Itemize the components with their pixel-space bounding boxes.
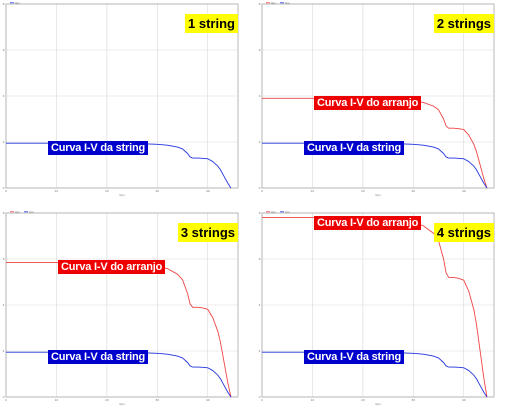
curve-label-string: Curva I-V da string <box>48 141 148 156</box>
chart-panel-1-string: 0 2 4 6 8 0 10 20 30 40 Vpv Ipv 1 string Curva I-V da… <box>0 0 256 208</box>
y-tick-label: 4 <box>259 303 261 307</box>
x-tick-label: 20 <box>361 398 365 402</box>
chart-panel-4-strings: 0 2 4 6 8 0 10 20 30 40 Vpv Ipv Ipv 4 strings Curva I-… <box>256 209 512 417</box>
y-tick-label: 0 <box>3 395 5 399</box>
y-tick-label: 4 <box>3 94 5 98</box>
y-tick-label: 8 <box>259 211 261 215</box>
x-tick-label: 10 <box>55 398 59 402</box>
x-tick-label: 30 <box>411 398 415 402</box>
x-tick-label: 30 <box>155 189 159 193</box>
legend-label: Ipv <box>15 210 20 214</box>
x-tick-label: 10 <box>55 189 59 193</box>
x-tick-label: 40 <box>462 398 466 402</box>
series-line-array <box>262 217 488 398</box>
y-tick-label: 8 <box>3 211 5 215</box>
legend-label: Ipv <box>271 210 276 214</box>
legend-label: Ipv <box>271 1 276 5</box>
x-axis-label: Vpv <box>119 193 125 197</box>
x-axis-label: Vpv <box>375 402 381 406</box>
curve-label-array: Curva I-V do arranjo <box>58 260 166 275</box>
x-tick-label: 0 <box>5 398 7 402</box>
y-tick-label: 2 <box>3 349 5 353</box>
legend-label: Ipv <box>285 210 290 214</box>
panel-title-badge: 1 string <box>185 14 238 33</box>
x-tick-label: 20 <box>105 398 109 402</box>
chart-panel-3-strings: 0 2 4 6 8 0 10 20 30 40 Vpv Ipv Ipv 3 strings Curva I-… <box>0 209 256 417</box>
legend-label: Ipv <box>29 210 34 214</box>
y-tick-label: 2 <box>3 140 5 144</box>
curve-label-array: Curva I-V do arranjo <box>314 96 422 111</box>
y-tick-label: 8 <box>3 2 5 6</box>
y-tick-label: 6 <box>3 257 5 261</box>
x-tick-label: 30 <box>411 189 415 193</box>
curve-label-string: Curva I-V da string <box>304 350 404 365</box>
plot-frame <box>261 3 495 189</box>
x-tick-label: 20 <box>361 189 365 193</box>
plot-frame <box>261 212 495 398</box>
x-tick-label: 0 <box>261 189 263 193</box>
x-tick-label: 0 <box>261 398 263 402</box>
y-tick-label: 6 <box>3 48 5 52</box>
legend-label: Ipv <box>285 1 290 5</box>
y-tick-label: 4 <box>259 94 261 98</box>
y-tick-label: 2 <box>259 349 261 353</box>
curve-label-array: Curva I-V do arranjo <box>314 215 422 230</box>
y-tick-label: 0 <box>259 186 261 190</box>
x-tick-label: 20 <box>105 189 109 193</box>
y-tick-label: 2 <box>259 140 261 144</box>
panel-title-badge: 3 strings <box>177 223 238 242</box>
legend-label: Ipv <box>15 1 20 5</box>
curve-label-string: Curva I-V da string <box>48 350 148 365</box>
y-tick-label: 6 <box>259 257 261 261</box>
y-tick-label: 4 <box>3 303 5 307</box>
x-tick-label: 40 <box>206 398 210 402</box>
y-tick-label: 6 <box>259 48 261 52</box>
chart-panel-2-strings: 0 2 4 6 8 0 10 20 30 40 Vpv Ipv Ipv 2 strings Curva I-… <box>256 0 512 208</box>
x-tick-label: 40 <box>206 189 210 193</box>
x-tick-label: 10 <box>311 398 315 402</box>
x-axis-label: Vpv <box>375 193 381 197</box>
curve-label-string: Curva I-V da string <box>304 141 404 156</box>
y-tick-label: 0 <box>259 395 261 399</box>
panel-title-badge: 2 strings <box>433 14 494 33</box>
panel-title-badge: 4 strings <box>433 223 494 242</box>
series-line-array <box>6 262 232 398</box>
plot-frame <box>5 212 239 398</box>
x-tick-label: 0 <box>5 189 7 193</box>
x-tick-label: 10 <box>311 189 315 193</box>
x-tick-label: 30 <box>155 398 159 402</box>
x-tick-label: 40 <box>462 189 466 193</box>
plot-frame <box>5 3 239 189</box>
x-axis-label: Vpv <box>119 402 125 406</box>
y-tick-label: 8 <box>259 2 261 6</box>
y-tick-label: 0 <box>3 186 5 190</box>
